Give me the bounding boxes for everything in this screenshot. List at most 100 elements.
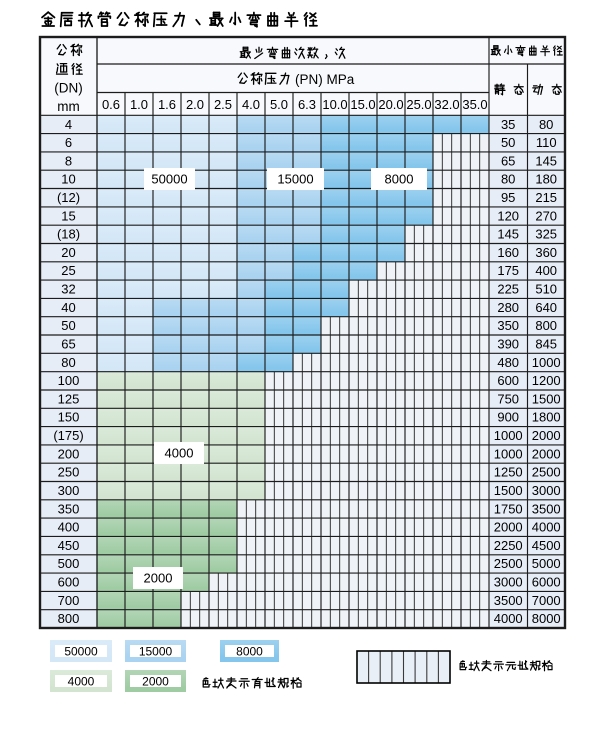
svg-text:3000: 3000 xyxy=(494,575,523,590)
svg-text:1000: 1000 xyxy=(532,355,561,370)
svg-text:2250: 2250 xyxy=(494,538,523,553)
svg-text:32: 32 xyxy=(61,282,75,297)
svg-text:25.0: 25.0 xyxy=(406,97,431,112)
svg-text:65: 65 xyxy=(501,153,515,168)
svg-text:80: 80 xyxy=(501,172,515,187)
svg-text:4: 4 xyxy=(65,117,72,132)
svg-text:20.0: 20.0 xyxy=(378,97,403,112)
svg-text:110: 110 xyxy=(536,135,557,150)
svg-text:700: 700 xyxy=(58,593,80,608)
svg-text:215: 215 xyxy=(535,190,557,205)
svg-text:800: 800 xyxy=(58,611,80,626)
svg-text:(PN) MPa: (PN) MPa xyxy=(295,72,355,87)
svg-text:845: 845 xyxy=(535,337,557,352)
svg-text:640: 640 xyxy=(535,300,557,315)
svg-text:(18): (18) xyxy=(57,227,80,242)
svg-text:1800: 1800 xyxy=(532,410,561,425)
svg-text:300: 300 xyxy=(58,483,80,498)
svg-text:450: 450 xyxy=(58,538,80,553)
svg-text:400: 400 xyxy=(58,520,80,535)
svg-text:1250: 1250 xyxy=(494,465,523,480)
svg-text:3000: 3000 xyxy=(532,483,561,498)
svg-text:1000: 1000 xyxy=(494,446,523,461)
svg-text:95: 95 xyxy=(501,190,515,205)
svg-text:150: 150 xyxy=(58,410,80,425)
svg-text:3500: 3500 xyxy=(532,501,561,516)
svg-text:2000: 2000 xyxy=(532,428,561,443)
svg-text:50: 50 xyxy=(501,135,515,150)
svg-text:3500: 3500 xyxy=(494,593,523,608)
svg-text:6.3: 6.3 xyxy=(298,97,316,112)
svg-text:500: 500 xyxy=(58,556,80,571)
svg-text:4000: 4000 xyxy=(494,611,523,626)
svg-text:480: 480 xyxy=(497,355,519,370)
svg-text:4000: 4000 xyxy=(532,520,561,535)
svg-text:1200: 1200 xyxy=(532,373,561,388)
svg-text:15.0: 15.0 xyxy=(350,97,375,112)
svg-text:20: 20 xyxy=(61,245,75,260)
svg-text:10.0: 10.0 xyxy=(322,97,347,112)
svg-text:2.5: 2.5 xyxy=(214,97,232,112)
svg-text:145: 145 xyxy=(497,227,519,242)
svg-text:80: 80 xyxy=(539,117,553,132)
svg-text:270: 270 xyxy=(535,208,557,223)
svg-text:750: 750 xyxy=(497,391,519,406)
svg-text:65: 65 xyxy=(61,337,75,352)
svg-text:600: 600 xyxy=(497,373,519,388)
svg-text:(DN): (DN) xyxy=(54,81,83,96)
svg-text:50000: 50000 xyxy=(64,644,98,658)
svg-text:225: 225 xyxy=(497,282,519,297)
svg-text:2.0: 2.0 xyxy=(186,97,204,112)
svg-text:325: 325 xyxy=(535,227,557,242)
svg-text:8000: 8000 xyxy=(532,611,561,626)
svg-text:2000: 2000 xyxy=(144,571,173,586)
svg-text:(175): (175) xyxy=(53,428,83,443)
svg-text:600: 600 xyxy=(58,575,80,590)
svg-text:100: 100 xyxy=(58,373,80,388)
svg-text:160: 160 xyxy=(497,245,519,260)
svg-text:15000: 15000 xyxy=(139,644,173,658)
svg-text:4500: 4500 xyxy=(532,538,561,553)
svg-text:360: 360 xyxy=(535,245,557,260)
svg-text:2500: 2500 xyxy=(532,465,561,480)
svg-text:50: 50 xyxy=(61,318,75,333)
svg-text:6: 6 xyxy=(65,135,72,150)
svg-text:4000: 4000 xyxy=(68,674,95,688)
svg-text:15: 15 xyxy=(61,208,75,223)
svg-text:8000: 8000 xyxy=(385,172,414,187)
svg-text:15000: 15000 xyxy=(277,172,313,187)
svg-text:1500: 1500 xyxy=(532,391,561,406)
svg-text:390: 390 xyxy=(497,337,519,352)
svg-text:2000: 2000 xyxy=(494,520,523,535)
svg-text:2500: 2500 xyxy=(494,556,523,571)
svg-text:0.6: 0.6 xyxy=(102,97,120,112)
svg-text:35.0: 35.0 xyxy=(462,97,487,112)
svg-text:250: 250 xyxy=(58,465,80,480)
svg-text:7000: 7000 xyxy=(532,593,561,608)
svg-text:8: 8 xyxy=(65,153,72,168)
svg-text:800: 800 xyxy=(535,318,557,333)
svg-text:120: 120 xyxy=(497,208,519,223)
svg-text:125: 125 xyxy=(58,391,80,406)
svg-text:4000: 4000 xyxy=(165,446,194,461)
svg-text:1500: 1500 xyxy=(494,483,523,498)
svg-text:510: 510 xyxy=(535,282,557,297)
svg-text:350: 350 xyxy=(497,318,519,333)
svg-text:2000: 2000 xyxy=(142,674,169,688)
svg-text:32.0: 32.0 xyxy=(434,97,459,112)
svg-text:50000: 50000 xyxy=(151,172,187,187)
svg-text:5.0: 5.0 xyxy=(270,97,288,112)
svg-text:350: 350 xyxy=(58,501,80,516)
svg-text:25: 25 xyxy=(61,263,75,278)
svg-text:6000: 6000 xyxy=(532,575,561,590)
svg-text:(12): (12) xyxy=(57,190,80,205)
svg-text:175: 175 xyxy=(497,263,519,278)
svg-text:10: 10 xyxy=(61,172,75,187)
svg-text:900: 900 xyxy=(497,410,519,425)
svg-text:4.0: 4.0 xyxy=(242,97,260,112)
svg-text:280: 280 xyxy=(497,300,519,315)
svg-text:8000: 8000 xyxy=(236,644,263,658)
svg-text:200: 200 xyxy=(58,446,80,461)
svg-text:80: 80 xyxy=(61,355,75,370)
svg-text:40: 40 xyxy=(61,300,75,315)
